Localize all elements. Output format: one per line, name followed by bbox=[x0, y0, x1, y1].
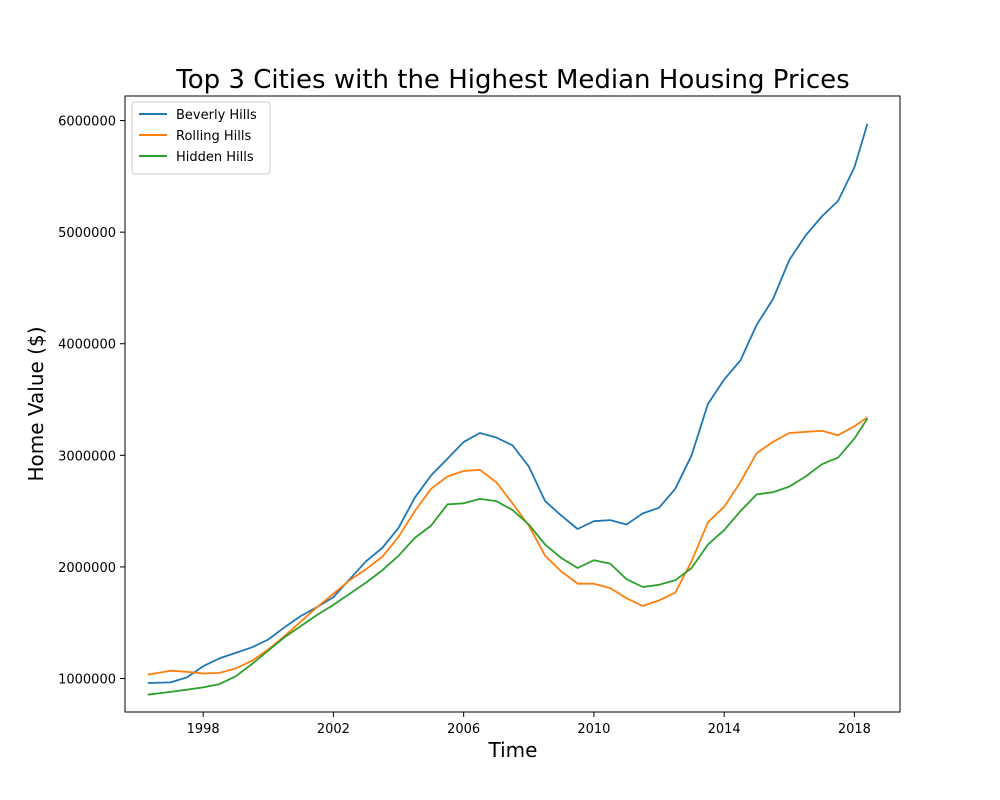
x-tick-label: 2006 bbox=[447, 722, 480, 737]
y-tick-label: 2000000 bbox=[58, 561, 116, 576]
legend-label-2: Hidden Hills bbox=[176, 150, 254, 165]
y-axis: 1000000 2000000 3000000 4000000 5000000 60000… bbox=[58, 115, 125, 688]
series-layer bbox=[147, 123, 869, 696]
x-tick-label: 1998 bbox=[187, 722, 220, 737]
x-axis: 1998 2002 2006 2010 2014 2018 bbox=[187, 712, 871, 737]
series-line-2 bbox=[147, 418, 869, 696]
x-tick-label: 2010 bbox=[577, 722, 610, 737]
series-line-1 bbox=[147, 416, 868, 676]
legend-label-0: Beverly Hills bbox=[176, 108, 257, 123]
legend-label-1: Rolling Hills bbox=[176, 129, 251, 144]
x-tick-label: 2018 bbox=[838, 722, 871, 737]
legend: Beverly Hills Rolling Hills Hidden Hills bbox=[131, 101, 271, 175]
y-tick-label: 5000000 bbox=[58, 226, 116, 241]
y-axis-label: Home Value ($) bbox=[24, 326, 48, 481]
y-tick-label: 6000000 bbox=[58, 115, 116, 130]
axes-frame bbox=[124, 95, 901, 713]
y-tick-label: 1000000 bbox=[58, 673, 116, 688]
chart-title: Top 3 Cities with the Highest Median Hou… bbox=[175, 65, 849, 95]
x-tick-label: 2002 bbox=[317, 722, 350, 737]
y-tick-label: 3000000 bbox=[58, 449, 116, 464]
x-axis-label: Time bbox=[488, 738, 538, 762]
series-line-0 bbox=[147, 123, 869, 684]
y-tick-label: 4000000 bbox=[58, 338, 116, 353]
plot-area bbox=[124, 95, 901, 713]
x-tick-label: 2014 bbox=[708, 722, 741, 737]
